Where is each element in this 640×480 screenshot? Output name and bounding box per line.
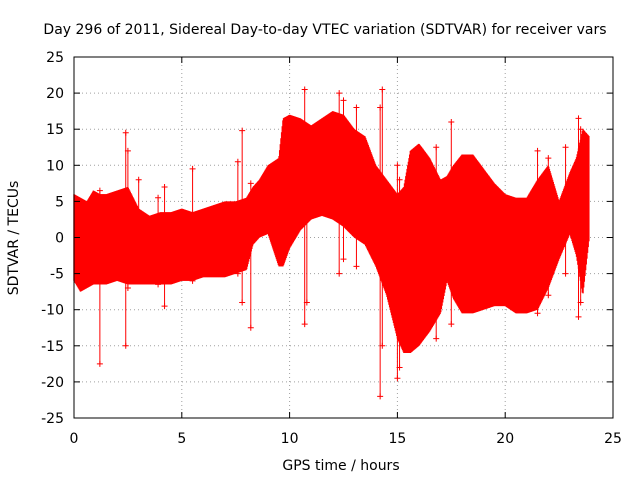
y-tick-label: -5 (50, 267, 64, 283)
point-marker (247, 324, 254, 331)
point-marker (155, 194, 162, 201)
point-marker (534, 310, 541, 317)
point-marker (96, 360, 103, 367)
point-marker (340, 256, 347, 263)
point-marker (396, 364, 403, 371)
point-marker (562, 270, 569, 277)
y-tick-label: 15 (46, 122, 64, 138)
point-marker (155, 281, 162, 288)
x-tick-label: 15 (388, 431, 406, 447)
point-marker (394, 375, 401, 382)
point-marker (124, 147, 131, 154)
data-series-sdtvar (73, 86, 590, 400)
x-tick-label: 10 (281, 431, 299, 447)
point-marker (239, 299, 246, 306)
point-marker (189, 277, 196, 284)
point-marker (336, 270, 343, 277)
point-marker (433, 335, 440, 342)
y-tick-label: 20 (46, 86, 64, 102)
axes: 25 20 15 10 5 0 -5 -10 -15 -20 -25 0 5 10 15 20 25 (41, 50, 622, 447)
point-marker (353, 104, 360, 111)
y-tick-label: -25 (41, 411, 64, 427)
point-marker (301, 321, 308, 328)
point-marker (577, 126, 584, 133)
chart-title: Day 296 of 2011, Sidereal Day-to-day VTE… (43, 22, 606, 38)
point-marker (577, 299, 584, 306)
point-marker (448, 118, 455, 125)
x-tick-label: 0 (70, 431, 79, 447)
point-marker (96, 187, 103, 194)
y-tick-label: 5 (55, 194, 64, 210)
point-marker (239, 127, 246, 134)
point-marker (379, 342, 386, 349)
point-marker (161, 303, 168, 310)
point-marker (161, 183, 168, 190)
point-marker (448, 321, 455, 328)
point-marker (394, 162, 401, 169)
point-marker (340, 97, 347, 104)
point-marker (336, 90, 343, 97)
y-axis-label: SDTVAR / TECUs (6, 181, 22, 296)
point-marker (122, 129, 129, 136)
point-marker (575, 313, 582, 320)
plot-frame (73, 56, 614, 419)
y-tick-label: 10 (46, 158, 64, 174)
y-tick-label: -15 (41, 339, 64, 355)
point-marker (303, 147, 310, 154)
point-marker (353, 263, 360, 270)
point-marker (301, 86, 308, 93)
point-marker (122, 342, 129, 349)
x-tick-label: 25 (604, 431, 622, 447)
point-marker (377, 393, 384, 400)
point-marker (234, 158, 241, 165)
y-tick-label: 0 (55, 231, 64, 247)
x-tick-label: 5 (177, 431, 186, 447)
point-marker (135, 277, 142, 284)
y-tick-label: 25 (46, 50, 64, 66)
x-axis-label: GPS time / hours (282, 458, 399, 474)
x-tick-label: 20 (496, 431, 514, 447)
point-marker (303, 299, 310, 306)
point-marker (379, 86, 386, 93)
point-marker (534, 147, 541, 154)
point-marker (234, 270, 241, 277)
point-marker (135, 176, 142, 183)
point-marker (545, 292, 552, 299)
point-marker (433, 144, 440, 151)
point-marker (545, 155, 552, 162)
point-marker (575, 115, 582, 122)
point-marker (562, 144, 569, 151)
point-marker (396, 176, 403, 183)
point-marker (124, 285, 131, 292)
point-marker (189, 165, 196, 172)
y-tick-label: -10 (41, 303, 64, 319)
y-tick-label: -20 (41, 375, 64, 391)
point-marker (247, 180, 254, 187)
